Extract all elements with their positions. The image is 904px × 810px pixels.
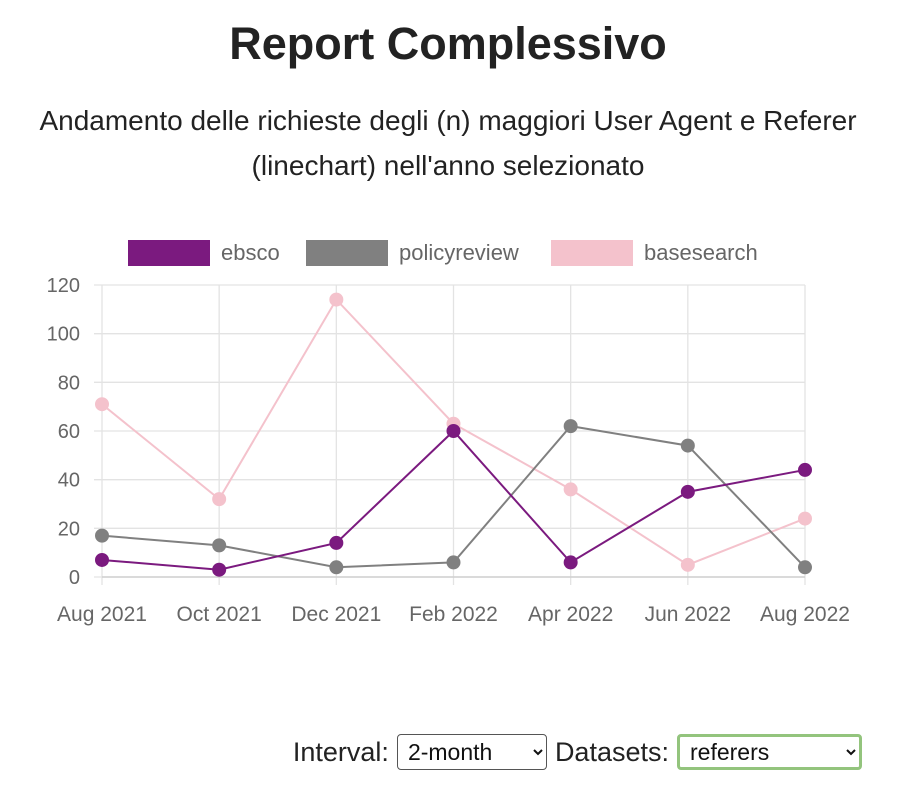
data-point-basesearch[interactable] bbox=[95, 397, 109, 412]
y-tick-label: 100 bbox=[47, 324, 80, 346]
data-point-basesearch[interactable] bbox=[798, 511, 812, 526]
data-point-ebsco[interactable] bbox=[798, 462, 812, 477]
legend-label: policyreview bbox=[399, 240, 519, 265]
series-ebsco bbox=[95, 424, 812, 577]
data-point-ebsco[interactable] bbox=[563, 555, 578, 570]
data-point-ebsco[interactable] bbox=[212, 562, 227, 577]
chart-grid bbox=[94, 284, 806, 585]
data-point-basesearch[interactable] bbox=[563, 482, 578, 497]
y-tick-label: 0 bbox=[69, 567, 80, 589]
y-tick-label: 60 bbox=[58, 421, 80, 443]
data-point-policyreview[interactable] bbox=[798, 560, 812, 575]
legend-label: ebsco bbox=[221, 240, 280, 265]
data-point-policyreview[interactable] bbox=[212, 538, 227, 553]
x-tick-label: Aug 2022 bbox=[760, 603, 850, 626]
data-point-basesearch[interactable] bbox=[329, 292, 344, 307]
y-tick-label: 40 bbox=[58, 470, 80, 492]
legend-item-policyreview[interactable]: policyreview bbox=[306, 240, 519, 266]
controls-bar: Interval: 2-month Datasets: referers bbox=[0, 734, 862, 770]
data-point-ebsco[interactable] bbox=[329, 535, 344, 550]
legend-swatch bbox=[306, 240, 388, 266]
legend-swatch bbox=[128, 240, 210, 266]
x-axis: Aug 2021 Oct 2021 Dec 2021 Feb 2022 Apr 2022… bbox=[57, 603, 850, 626]
data-point-policyreview[interactable] bbox=[680, 438, 695, 453]
data-point-basesearch[interactable] bbox=[212, 492, 227, 507]
data-point-ebsco[interactable] bbox=[95, 552, 109, 567]
y-tick-label: 20 bbox=[58, 518, 80, 540]
datasets-label: Datasets: bbox=[554, 736, 669, 767]
page-subtitle: Andamento delle richieste degli (n) magg… bbox=[39, 105, 857, 181]
y-axis: 0 20 40 60 80 100 120 bbox=[47, 275, 80, 589]
line-chart: ebsco policyreview basesearch 0 20 40 60 80 100… bbox=[47, 240, 850, 626]
x-tick-label: Dec 2021 bbox=[291, 603, 381, 626]
x-tick-label: Oct 2021 bbox=[177, 603, 262, 626]
x-tick-label: Aug 2021 bbox=[57, 603, 147, 626]
data-point-policyreview[interactable] bbox=[329, 560, 344, 575]
interval-select[interactable]: 2-month bbox=[396, 734, 547, 770]
data-point-policyreview[interactable] bbox=[95, 528, 109, 543]
x-tick-label: Feb 2022 bbox=[409, 603, 498, 626]
legend-item-ebsco[interactable]: ebsco bbox=[128, 240, 280, 266]
data-point-ebsco[interactable] bbox=[680, 484, 695, 499]
legend-label: basesearch bbox=[644, 240, 758, 265]
data-point-basesearch[interactable] bbox=[680, 557, 695, 572]
legend-swatch bbox=[551, 240, 633, 266]
page-title: Report Complessivo bbox=[229, 18, 667, 69]
y-tick-label: 80 bbox=[58, 372, 80, 394]
data-point-policyreview[interactable] bbox=[446, 555, 461, 570]
data-point-ebsco[interactable] bbox=[446, 424, 461, 438]
legend-item-basesearch[interactable]: basesearch bbox=[551, 240, 758, 266]
data-point-policyreview[interactable] bbox=[563, 419, 578, 434]
interval-label: Interval: bbox=[292, 736, 389, 767]
datasets-select[interactable]: referers bbox=[677, 734, 862, 770]
x-tick-label: Jun 2022 bbox=[645, 603, 731, 626]
y-tick-label: 120 bbox=[47, 275, 80, 297]
plot-area bbox=[95, 292, 812, 577]
x-tick-label: Apr 2022 bbox=[528, 603, 613, 626]
chart-legend[interactable]: ebsco policyreview basesearch bbox=[128, 240, 758, 266]
series-policyreview bbox=[95, 419, 812, 575]
